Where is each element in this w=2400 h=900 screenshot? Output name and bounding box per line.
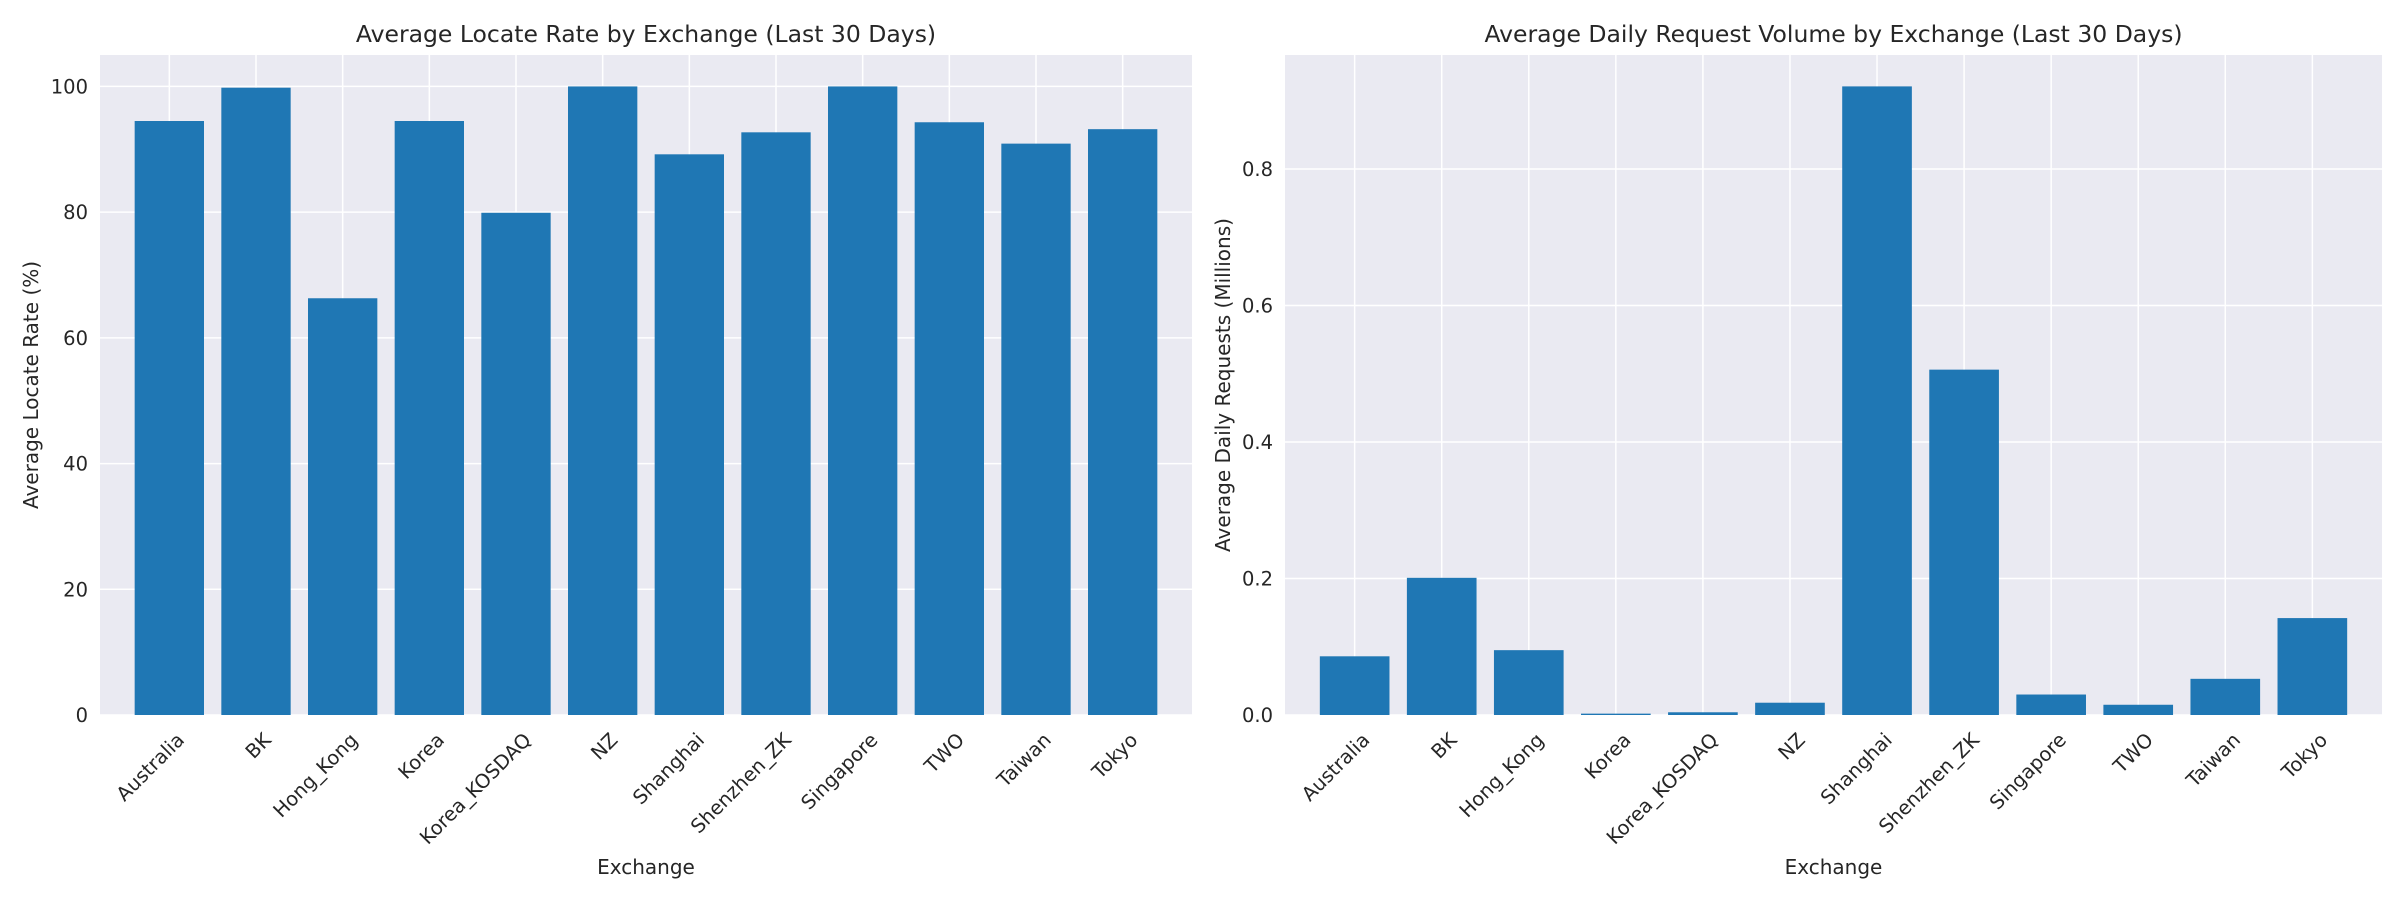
locate-rate-bar-hong-kong <box>308 298 378 715</box>
request-volume-bar-australia <box>1319 656 1390 715</box>
request-volume-y-tick-label: 0.4 <box>1242 431 1273 454</box>
request-volume-y-ticks: 0.0 0.2 0.4 0.6 0.8 <box>1242 158 1273 727</box>
request-volume-y-tick-label: 0.6 <box>1242 294 1273 317</box>
locate-rate-bar-nz <box>568 86 638 715</box>
request-volume-y-tick-label: 0.0 <box>1242 704 1273 727</box>
locate-rate-y-tick-label: 100 <box>51 75 88 98</box>
request-volume-bar-singapore <box>2016 694 2086 715</box>
locate-rate-bar-korea-kosdaq <box>481 212 551 715</box>
request-volume-bars <box>1319 86 2348 716</box>
locate-rate-bar-bk <box>221 87 291 715</box>
locate-rate-bar-australia <box>134 121 204 715</box>
locate-rate-bar-taiwan <box>1001 143 1071 716</box>
locate-rate-y-tick-label: 40 <box>63 453 88 476</box>
locate-rate-y-tick-label: 80 <box>63 201 88 224</box>
request-volume-bar-tokyo <box>2277 618 2348 715</box>
locate-rate-y-ticks: 0 20 40 60 80 100 <box>51 75 88 727</box>
request-volume-bar-taiwan <box>2190 678 2261 715</box>
request-volume-bar-hong-kong <box>1493 650 1564 715</box>
request-volume-chart-title: Average Daily Request Volume by Exchange… <box>1484 20 2182 48</box>
request-volume-bar-two <box>2103 704 2174 715</box>
locate-rate-bar-shanghai <box>654 154 724 716</box>
request-volume-y-tick-label: 0.2 <box>1242 567 1273 590</box>
request-volume-bar-shanghai <box>1842 86 1912 716</box>
request-volume-y-tick-label: 0.8 <box>1242 158 1273 181</box>
locate-rate-bar-korea <box>394 121 464 715</box>
request-volume-bar-bk <box>1406 577 1477 715</box>
locate-rate-y-tick-label: 20 <box>63 578 88 601</box>
locate-rate-y-tick-label: 60 <box>63 327 88 350</box>
locate-rate-bar-two <box>914 122 984 715</box>
locate-rate-y-tick-label: 0 <box>76 704 88 727</box>
locate-rate-bar-shenzhen-zk <box>741 132 811 716</box>
locate-rate-bars <box>134 86 1158 716</box>
locate-rate-chart-title: Average Locate Rate by Exchange (Last 30… <box>356 20 936 48</box>
request-volume-bar-shenzhen-zk <box>1929 369 1999 715</box>
request-volume-y-axis-label: Average Daily Requests (Millions) <box>1211 218 1235 552</box>
locate-rate-bar-tokyo <box>1088 129 1158 715</box>
locate-rate-x-axis-label: Exchange <box>597 855 695 879</box>
request-volume-bar-korea-kosdaq <box>1668 712 1738 715</box>
locate-rate-bar-singapore <box>828 86 898 715</box>
request-volume-bar-nz <box>1755 702 1825 715</box>
request-volume-x-axis-label: Exchange <box>1785 855 1883 879</box>
request-volume-bar-korea <box>1581 713 1651 715</box>
locate-rate-y-axis-label: Average Locate Rate (%) <box>19 261 43 509</box>
